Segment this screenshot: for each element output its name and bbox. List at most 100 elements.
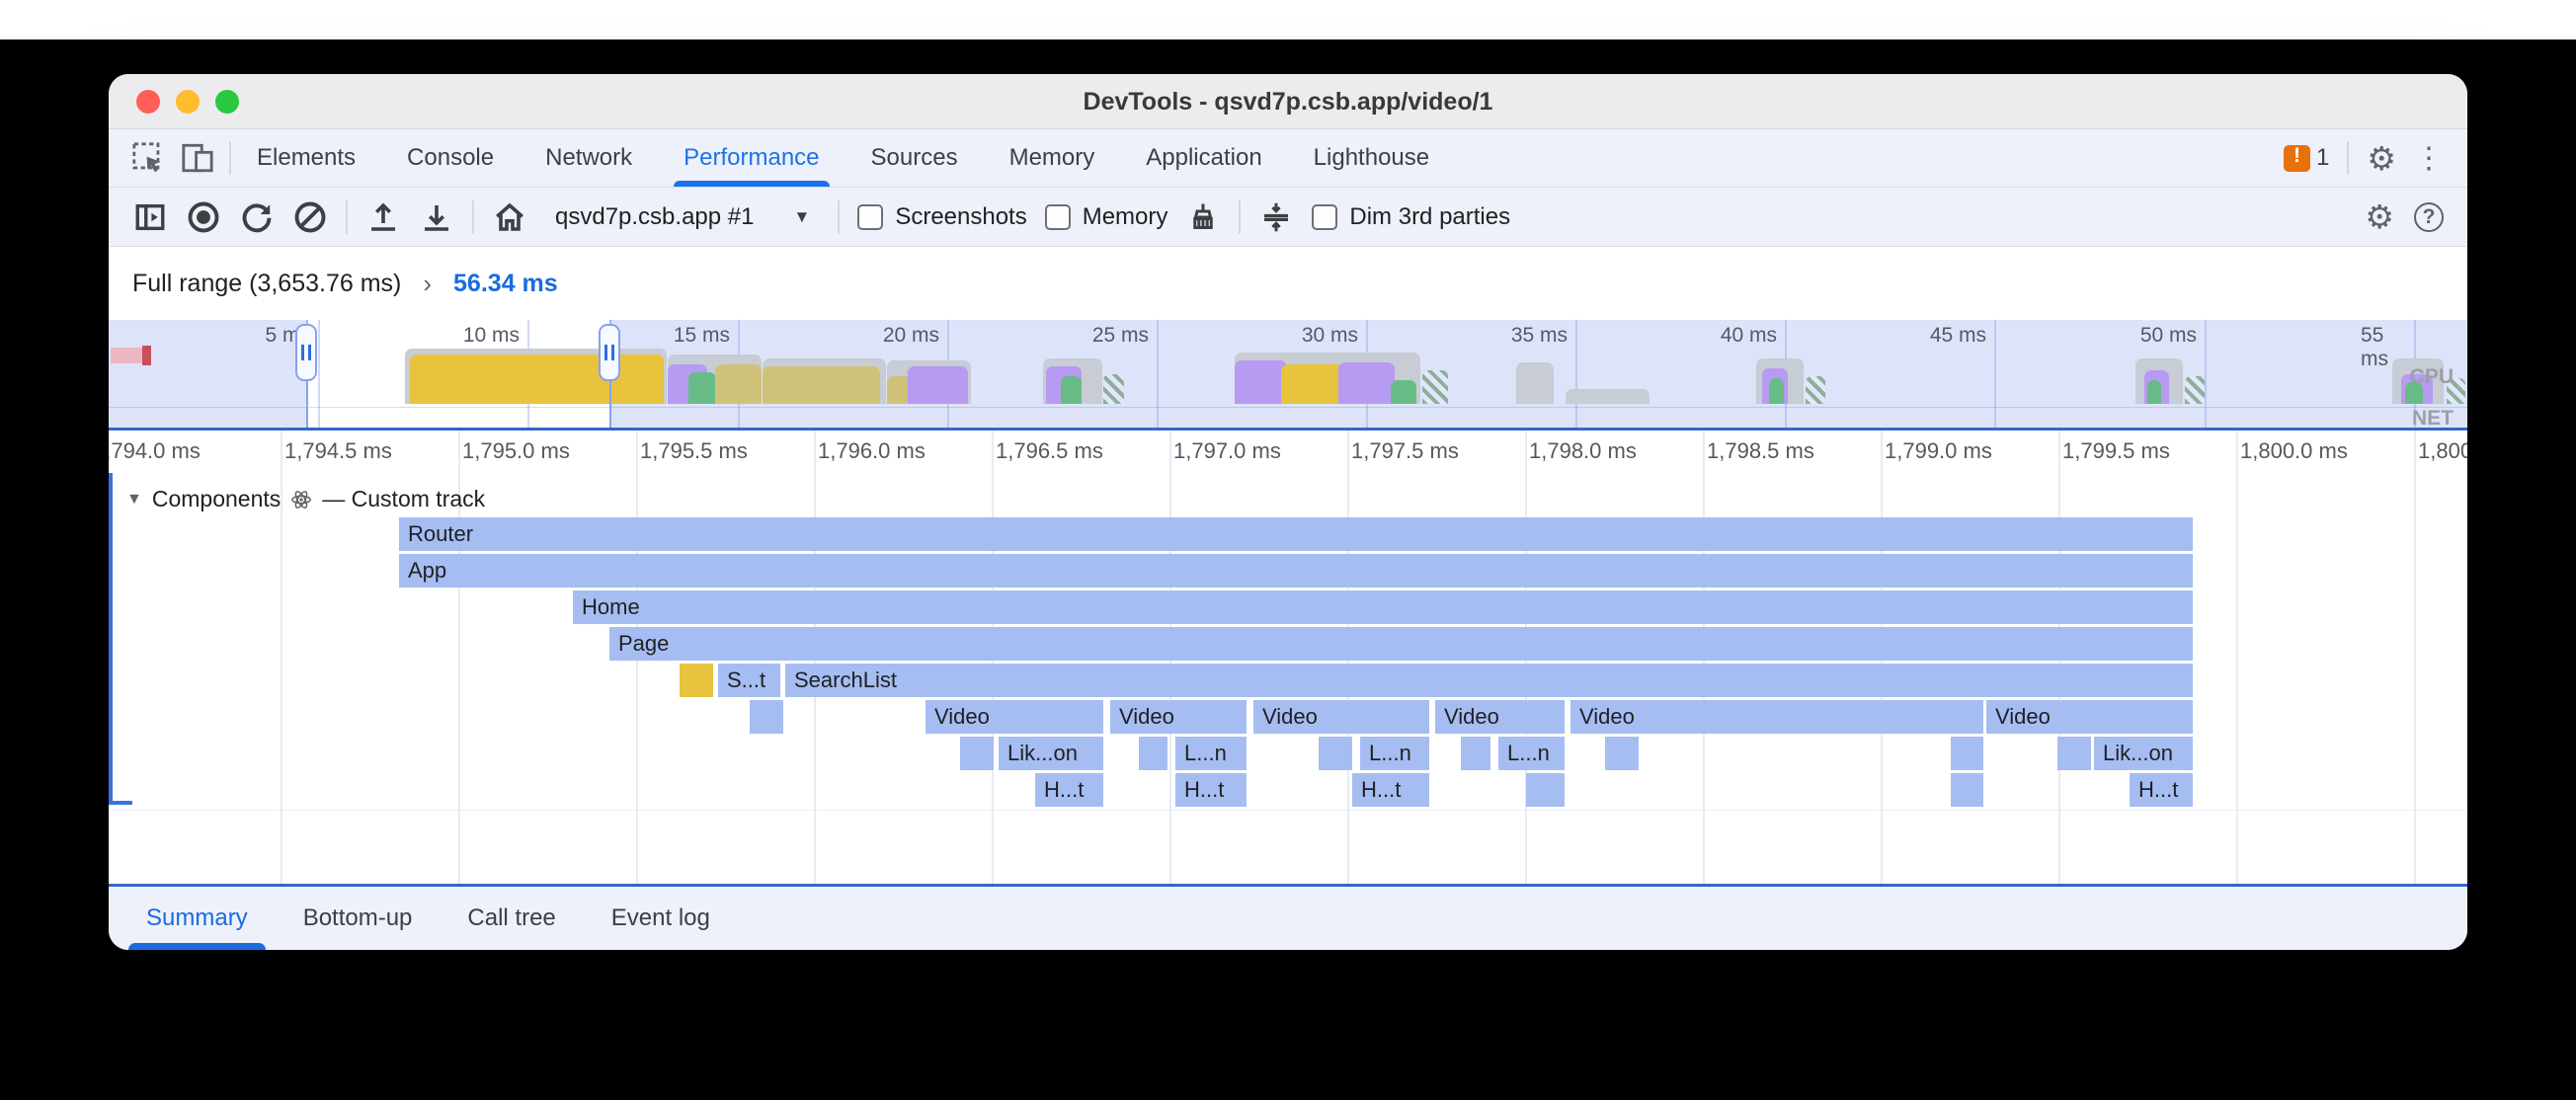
target-selector[interactable]: qsvd7p.csb.app #1 ▼: [545, 203, 820, 231]
chevron-right-icon: ›: [423, 268, 433, 298]
flame-bar-s-t[interactable]: S...t: [718, 664, 780, 697]
flame-row: Router: [109, 517, 2467, 551]
separator: [346, 199, 348, 234]
flame-bar-video[interactable]: Video: [926, 700, 1103, 734]
flame-bar-app[interactable]: App: [399, 554, 2193, 588]
bottom-tab-event-log[interactable]: Event log: [610, 904, 710, 931]
background-page-strip: [0, 0, 2576, 39]
minimize-window-button[interactable]: [176, 90, 200, 114]
bottom-tab-bottom-up[interactable]: Bottom-up: [302, 904, 413, 931]
flame-bar-video[interactable]: Video: [1110, 700, 1247, 734]
flame-bar[interactable]: [1605, 737, 1639, 770]
ruler-label: 1,794.5 ms: [284, 438, 392, 463]
overview-right-handle[interactable]: [599, 324, 620, 381]
flame-bar-video[interactable]: Video: [1986, 700, 2193, 734]
bottom-tab-call-tree[interactable]: Call tree: [467, 904, 556, 931]
flame-bar[interactable]: [960, 737, 994, 770]
flame-bar[interactable]: [1139, 737, 1167, 770]
tab-network[interactable]: Network: [545, 144, 633, 171]
tab-sources[interactable]: Sources: [870, 144, 958, 171]
tab-lighthouse[interactable]: Lighthouse: [1313, 144, 1430, 171]
timeline-overview[interactable]: 5 ms 10 ms 15 ms 20 ms 25 ms 30 ms 35 ms 40 ms 4…: [109, 320, 2467, 431]
more-options-icon[interactable]: ⋮: [2414, 141, 2444, 175]
issues-badge[interactable]: 1: [2284, 144, 2329, 172]
flame-bar[interactable]: [1951, 737, 1983, 770]
reload-record-icon[interactable]: [239, 199, 275, 235]
ruler-label: 1,795.5 ms: [640, 438, 748, 463]
flame-bar-h-t[interactable]: H...t: [2130, 773, 2193, 807]
close-window-button[interactable]: [136, 90, 160, 114]
capture-settings-gear-icon[interactable]: ⚙: [2365, 198, 2394, 235]
help-icon[interactable]: ?: [2414, 201, 2444, 232]
flame-bar-lik-on[interactable]: Lik...on: [2094, 737, 2193, 770]
download-profile-icon[interactable]: [419, 199, 454, 235]
clear-icon[interactable]: [292, 199, 328, 235]
flame-bar-searchlist[interactable]: SearchList: [785, 664, 2193, 697]
dim-3rd-parties-checkbox[interactable]: Dim 3rd parties: [1312, 203, 1510, 231]
flame-bar-h-t[interactable]: H...t: [1175, 773, 1247, 807]
flame-bar-l-n[interactable]: L...n: [1498, 737, 1565, 770]
flame-bar[interactable]: [750, 700, 783, 734]
flame-bar-lik-on[interactable]: Lik...on: [999, 737, 1103, 770]
inspect-element-icon[interactable]: [130, 140, 166, 176]
device-toolbar-icon[interactable]: [180, 140, 215, 176]
performance-toolbar: qsvd7p.csb.app #1 ▼ Screenshots Memory D…: [109, 188, 2467, 247]
home-icon[interactable]: [492, 199, 527, 235]
tab-memory[interactable]: Memory: [1008, 144, 1095, 171]
tab-elements[interactable]: Elements: [257, 144, 357, 171]
checkbox-box: [1312, 203, 1338, 230]
flame-bar[interactable]: [680, 664, 713, 697]
flame-chart-area[interactable]: ▼ Components — Custom track Router App Hom…: [109, 473, 2467, 884]
overview-gridline: [1994, 320, 1996, 428]
flame-bar-router[interactable]: Router: [399, 517, 2193, 551]
flame-bar-page[interactable]: Page: [609, 627, 2193, 661]
settings-gear-icon[interactable]: ⚙: [2367, 139, 2396, 177]
flame-bar[interactable]: [2057, 737, 2091, 770]
flame-bar-video[interactable]: Video: [1570, 700, 1983, 734]
flame-gridline: [281, 473, 282, 884]
cpu-activity-bump: [405, 349, 667, 404]
cpu-activity-bump: [763, 349, 886, 404]
separator: [472, 199, 474, 234]
garbage-collect-icon[interactable]: [1185, 199, 1221, 235]
toggle-sidebar-icon[interactable]: [132, 199, 168, 235]
net-strip-label: NET: [2412, 407, 2454, 430]
flame-bar[interactable]: [1951, 773, 1983, 807]
tab-console[interactable]: Console: [407, 144, 495, 171]
full-range-crumb[interactable]: Full range (3,653.76 ms): [132, 269, 402, 297]
tab-application[interactable]: Application: [1146, 144, 1262, 171]
timeline-ruler: 1,794.0 ms 1,794.5 ms 1,795.0 ms 1,795.5 ms…: [109, 431, 2467, 473]
memory-checkbox[interactable]: Memory: [1044, 202, 1168, 231]
overview-tick-label: 30 ms: [1301, 324, 1358, 347]
upload-profile-icon[interactable]: [365, 199, 401, 235]
zoom-window-button[interactable]: [215, 90, 239, 114]
flame-row: Page: [109, 627, 2467, 661]
record-icon[interactable]: [186, 199, 221, 235]
cpu-activity-bump: [668, 349, 762, 404]
target-label: qsvd7p.csb.app #1: [555, 202, 755, 230]
flame-bar-video[interactable]: Video: [1253, 700, 1429, 734]
flame-bar-l-n[interactable]: L...n: [1175, 737, 1247, 770]
flame-bar[interactable]: [1461, 737, 1490, 770]
flame-bar-h-t[interactable]: H...t: [1035, 773, 1103, 807]
track-header[interactable]: ▼ Components — Custom track: [126, 486, 485, 512]
memory-label: Memory: [1082, 202, 1168, 230]
flame-bar-home[interactable]: Home: [573, 590, 2193, 624]
flame-bar-h-t[interactable]: H...t: [1352, 773, 1429, 807]
rows-bottom-divider: [109, 810, 2467, 811]
collapse-triangle-icon[interactable]: ▼: [126, 490, 142, 508]
screenshots-label: Screenshots: [895, 202, 1027, 230]
selected-range-crumb[interactable]: 56.34 ms: [453, 269, 558, 297]
screenshots-checkbox[interactable]: Screenshots: [857, 202, 1027, 231]
overview-left-handle[interactable]: [295, 324, 317, 381]
overview-tick-label: 20 ms: [882, 324, 939, 347]
flame-bar-video[interactable]: Video: [1435, 700, 1565, 734]
ruler-label: 1,800.5 ms: [2418, 438, 2467, 463]
flame-bar-l-n[interactable]: L...n: [1360, 737, 1429, 770]
tab-performance[interactable]: Performance: [658, 129, 845, 187]
flame-bar[interactable]: [1319, 737, 1352, 770]
cpu-activity-layer: [763, 366, 880, 404]
flame-bar[interactable]: [1526, 773, 1565, 807]
collapse-sections-icon[interactable]: [1258, 199, 1294, 235]
bottom-tab-summary[interactable]: Summary: [119, 887, 276, 950]
